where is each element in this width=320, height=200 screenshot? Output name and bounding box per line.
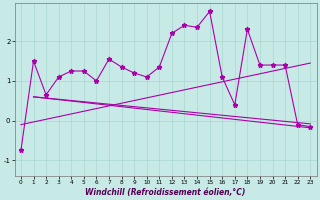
X-axis label: Windchill (Refroidissement éolien,°C): Windchill (Refroidissement éolien,°C) (85, 188, 246, 197)
